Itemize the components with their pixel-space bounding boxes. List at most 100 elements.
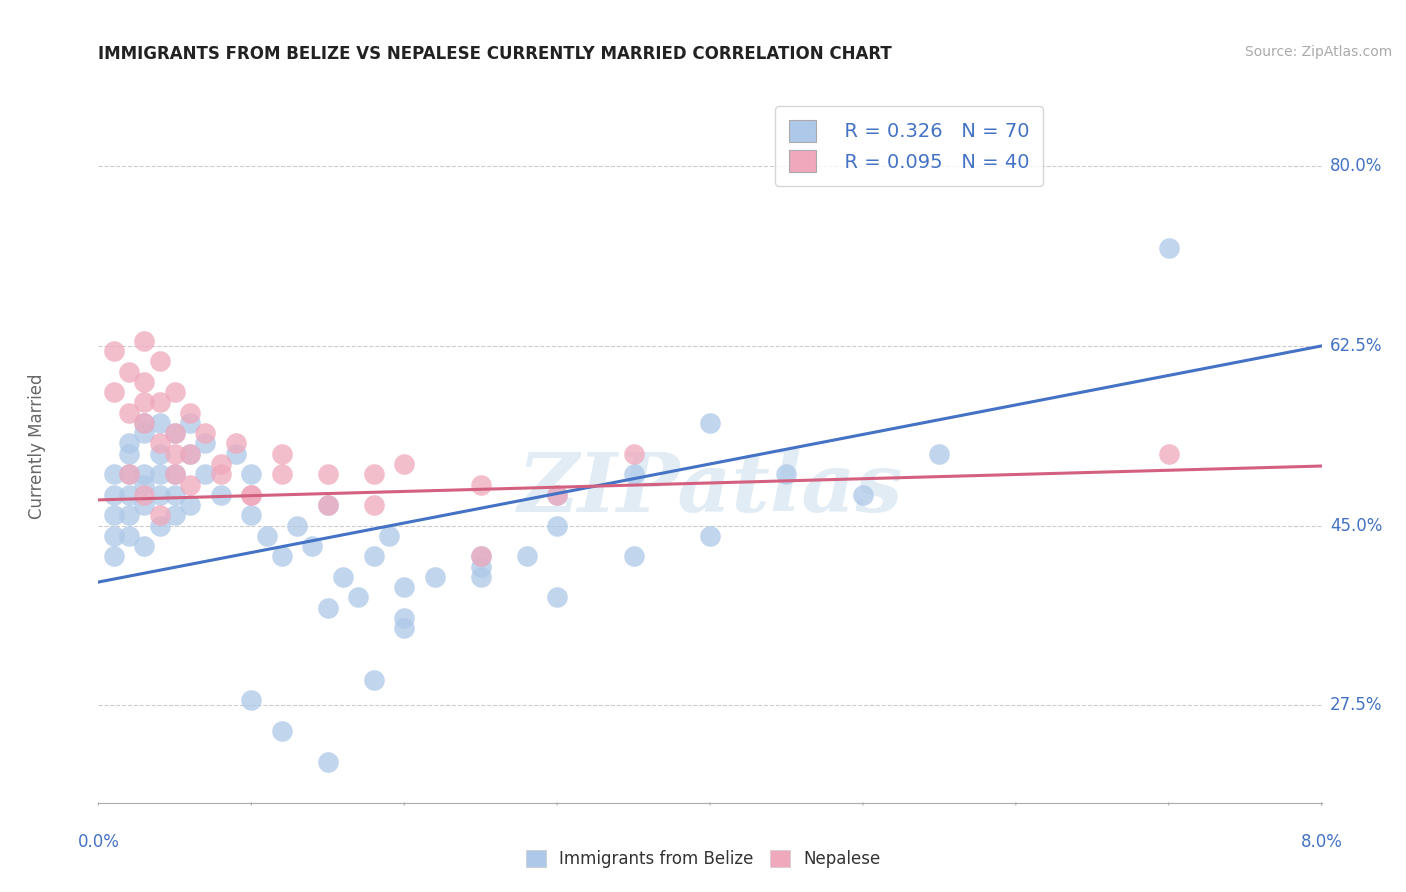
Point (1157, 447, 1180, 461)
Point (163, 426, 186, 441)
Point (378, 529, 401, 543)
Point (149, 395, 172, 409)
Point (103, 549, 125, 564)
Point (775, 467, 797, 482)
Point (546, 518, 568, 533)
Point (225, 436, 247, 450)
Point (118, 447, 141, 461)
Text: 62.5%: 62.5% (1330, 337, 1382, 355)
Point (285, 518, 308, 533)
Point (240, 467, 263, 482)
Point (179, 406, 201, 420)
Point (149, 488, 172, 502)
Point (179, 447, 201, 461)
Point (240, 693, 263, 707)
Point (118, 467, 141, 482)
Text: 27.5%: 27.5% (1330, 697, 1382, 714)
Point (103, 467, 125, 482)
Point (546, 591, 568, 605)
Text: ZIPatlas: ZIPatlas (517, 449, 903, 529)
Point (163, 467, 186, 482)
Point (163, 426, 186, 441)
Point (516, 549, 538, 564)
Point (118, 467, 141, 482)
Point (256, 529, 278, 543)
Text: 0.0%: 0.0% (77, 833, 120, 851)
Point (363, 467, 385, 482)
Point (149, 416, 172, 430)
Point (103, 488, 125, 502)
Point (225, 447, 247, 461)
Point (699, 529, 721, 543)
Point (134, 488, 156, 502)
Point (103, 529, 125, 543)
Point (179, 477, 201, 491)
Point (149, 447, 172, 461)
Point (134, 467, 156, 482)
Point (316, 498, 339, 512)
Point (118, 508, 141, 523)
Point (270, 467, 294, 482)
Point (103, 508, 125, 523)
Point (928, 447, 950, 461)
Point (316, 498, 339, 512)
Point (149, 518, 172, 533)
Text: Source: ZipAtlas.com: Source: ZipAtlas.com (1244, 45, 1392, 59)
Point (332, 570, 354, 584)
Point (149, 354, 172, 368)
Point (316, 755, 339, 769)
Point (270, 447, 294, 461)
Point (392, 457, 416, 471)
Legend:   R = 0.326   N = 70,   R = 0.095   N = 40: R = 0.326 N = 70, R = 0.095 N = 40 (775, 106, 1043, 186)
Point (209, 467, 232, 482)
Point (103, 385, 125, 400)
Text: 45.0%: 45.0% (1330, 516, 1382, 534)
Point (316, 600, 339, 615)
Point (194, 436, 217, 450)
Point (392, 580, 416, 594)
Point (623, 549, 645, 564)
Point (118, 365, 141, 379)
Text: 8.0%: 8.0% (1301, 833, 1343, 851)
Point (852, 488, 875, 502)
Point (118, 436, 141, 450)
Point (363, 498, 385, 512)
Text: Currently Married: Currently Married (28, 373, 46, 519)
Point (149, 508, 172, 523)
Point (163, 467, 186, 482)
Point (546, 488, 568, 502)
Point (179, 498, 201, 512)
Legend: Immigrants from Belize, Nepalese: Immigrants from Belize, Nepalese (519, 843, 887, 875)
Point (470, 549, 492, 564)
Point (240, 488, 263, 502)
Point (470, 477, 492, 491)
Point (118, 406, 141, 420)
Point (240, 508, 263, 523)
Point (163, 447, 186, 461)
Point (623, 467, 645, 482)
Point (149, 467, 172, 482)
Point (134, 426, 156, 441)
Point (163, 385, 186, 400)
Point (363, 673, 385, 687)
Point (270, 549, 294, 564)
Point (209, 488, 232, 502)
Point (363, 549, 385, 564)
Point (470, 549, 492, 564)
Point (392, 621, 416, 635)
Point (423, 570, 446, 584)
Point (270, 723, 294, 738)
Point (134, 416, 156, 430)
Point (163, 488, 186, 502)
Text: 80.0%: 80.0% (1330, 157, 1382, 175)
Point (194, 426, 217, 441)
Point (134, 395, 156, 409)
Point (118, 529, 141, 543)
Point (134, 498, 156, 512)
Point (134, 416, 156, 430)
Point (1157, 241, 1180, 255)
Point (134, 334, 156, 348)
Point (209, 457, 232, 471)
Point (301, 539, 323, 553)
Point (470, 570, 492, 584)
